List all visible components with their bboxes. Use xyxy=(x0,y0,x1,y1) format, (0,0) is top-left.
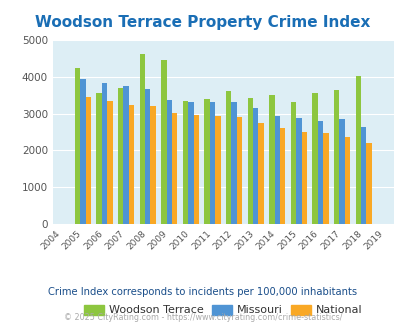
Bar xyxy=(80,79,85,224)
Bar xyxy=(128,105,134,224)
Bar xyxy=(365,143,371,224)
Bar xyxy=(161,60,166,224)
Bar xyxy=(269,95,274,224)
Bar xyxy=(355,76,360,224)
Bar xyxy=(107,101,113,224)
Bar xyxy=(274,116,279,224)
Bar xyxy=(123,86,128,224)
Text: Crime Index corresponds to incidents per 100,000 inhabitants: Crime Index corresponds to incidents per… xyxy=(48,287,357,297)
Bar xyxy=(85,97,91,224)
Legend: Woodson Terrace, Missouri, National: Woodson Terrace, Missouri, National xyxy=(79,300,366,320)
Bar xyxy=(258,123,263,224)
Bar xyxy=(139,54,145,224)
Bar xyxy=(247,98,252,224)
Bar xyxy=(333,90,339,224)
Bar xyxy=(290,102,295,224)
Bar xyxy=(231,102,236,224)
Bar xyxy=(279,128,285,224)
Bar xyxy=(150,106,156,224)
Bar xyxy=(193,115,198,224)
Bar xyxy=(188,102,193,224)
Bar xyxy=(166,100,172,224)
Bar xyxy=(339,119,344,224)
Bar xyxy=(209,102,215,224)
Bar xyxy=(204,99,209,224)
Bar xyxy=(311,93,317,224)
Text: Woodson Terrace Property Crime Index: Woodson Terrace Property Crime Index xyxy=(35,15,370,30)
Bar xyxy=(75,68,80,224)
Bar xyxy=(317,121,322,224)
Bar xyxy=(145,89,150,224)
Bar xyxy=(301,132,306,224)
Bar xyxy=(96,93,102,224)
Text: © 2025 CityRating.com - https://www.cityrating.com/crime-statistics/: © 2025 CityRating.com - https://www.city… xyxy=(64,313,341,322)
Bar xyxy=(182,101,188,224)
Bar xyxy=(226,91,231,224)
Bar xyxy=(322,133,328,224)
Bar xyxy=(118,88,123,224)
Bar xyxy=(295,118,301,224)
Bar xyxy=(215,116,220,224)
Bar xyxy=(102,83,107,224)
Bar xyxy=(344,137,349,224)
Bar xyxy=(236,117,242,224)
Bar xyxy=(252,108,258,224)
Bar xyxy=(172,113,177,224)
Bar xyxy=(360,127,365,224)
